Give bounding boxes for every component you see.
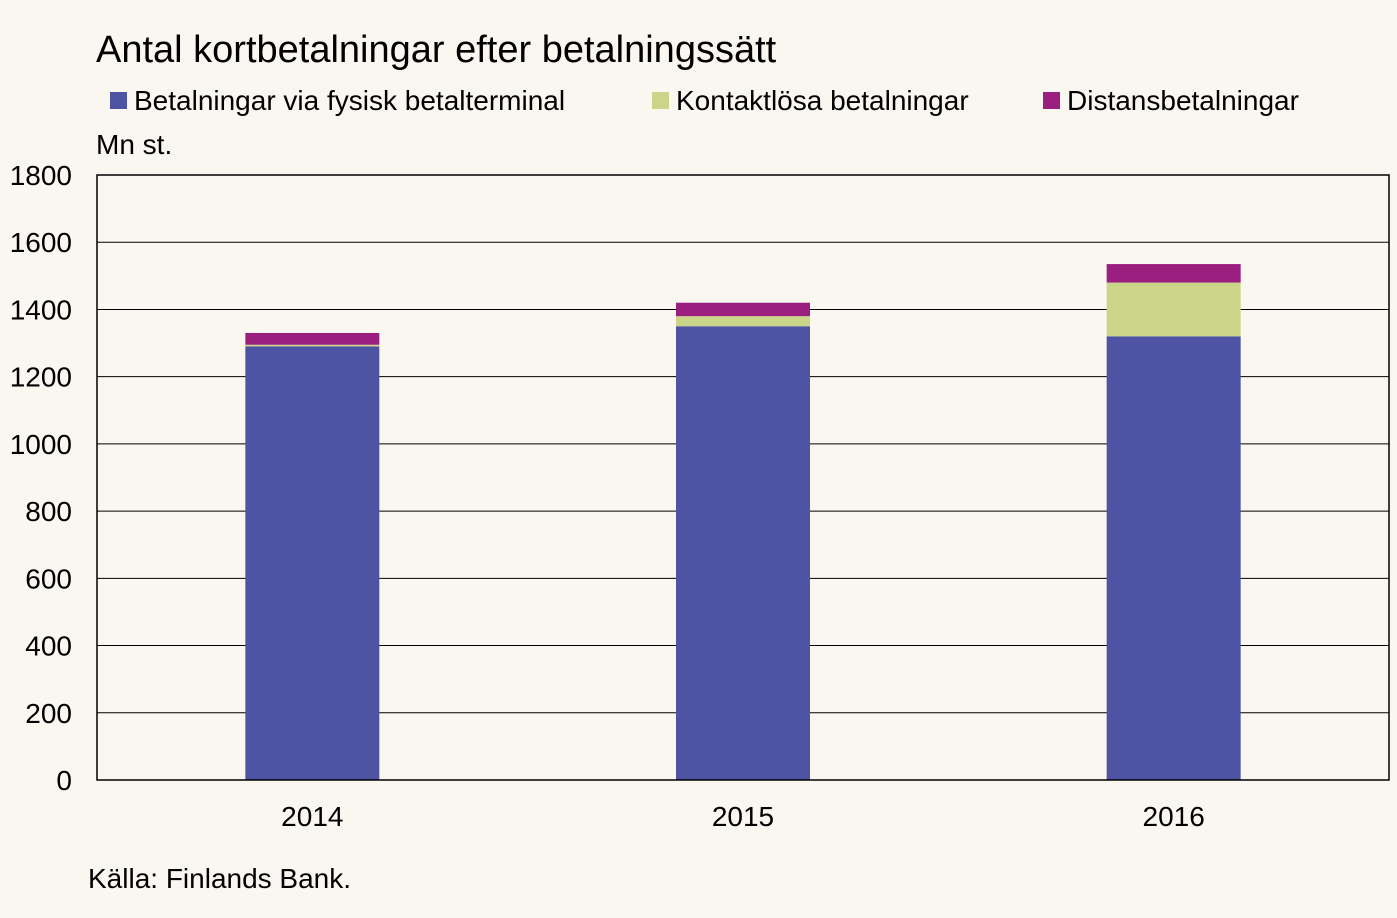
bar-segment-2016-3 xyxy=(1106,264,1241,283)
y-tick-label: 1000 xyxy=(10,429,72,460)
bar-segment-2015-2 xyxy=(676,316,810,327)
source-note: Källa: Finlands Bank. xyxy=(88,863,351,894)
bar-segment-2014-1 xyxy=(245,346,380,780)
legend-label: Betalningar via fysisk betalterminal xyxy=(134,85,565,116)
legend-label: Distansbetalningar xyxy=(1067,85,1299,116)
y-tick-label: 800 xyxy=(25,496,72,527)
legend-swatch xyxy=(1043,92,1060,109)
bars xyxy=(245,264,1241,780)
x-tick-label: 2015 xyxy=(712,801,774,832)
y-tick-label: 200 xyxy=(25,698,72,729)
y-tick-label: 1800 xyxy=(10,160,72,191)
bar-segment-2015-3 xyxy=(676,302,810,317)
y-unit-label: Mn st. xyxy=(96,129,172,160)
legend-label: Kontaktlösa betalningar xyxy=(676,85,969,116)
legend-swatch xyxy=(652,92,669,109)
y-tick-label: 1400 xyxy=(10,294,72,325)
bar-segment-2014-2 xyxy=(245,344,380,347)
legend: Betalningar via fysisk betalterminal Kont… xyxy=(110,85,1299,116)
plot-frame xyxy=(96,174,1390,781)
y-tick-label: 400 xyxy=(25,631,72,662)
bar-segment-2015-1 xyxy=(676,326,810,780)
bar-segment-2016-2 xyxy=(1106,282,1241,337)
chart-title: Antal kortbetalningar efter betalningssä… xyxy=(96,29,777,71)
x-tick-label: 2016 xyxy=(1143,801,1205,832)
legend-swatch xyxy=(110,92,127,109)
bar-segment-2016-1 xyxy=(1106,336,1241,780)
x-tick-label: 2014 xyxy=(281,801,343,832)
y-tick-label: 0 xyxy=(56,765,72,796)
y-tick-label: 1600 xyxy=(10,227,72,258)
x-axis-ticks: 2014 2015 2016 xyxy=(281,801,1205,832)
y-axis-ticks: 0 200 400 600 800 1000 1200 1400 1600 1800 xyxy=(10,160,72,796)
y-tick-label: 600 xyxy=(25,563,72,594)
y-tick-label: 1200 xyxy=(10,362,72,393)
bar-segment-2014-3 xyxy=(245,332,380,345)
